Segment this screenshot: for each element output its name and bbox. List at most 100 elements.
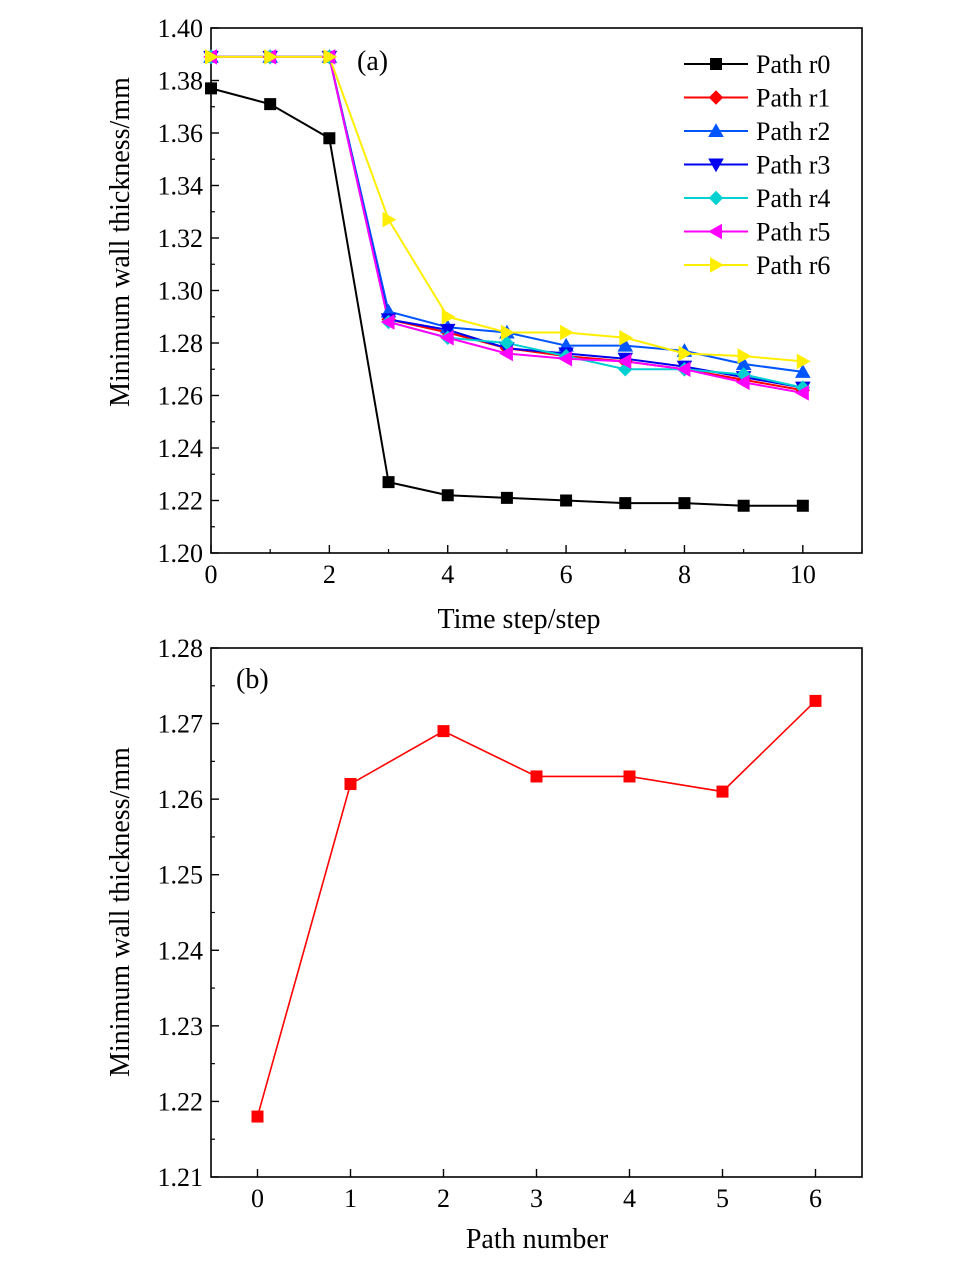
y-tick-label-a: 1.30 <box>158 277 204 306</box>
data-point-a-5 <box>676 361 691 378</box>
y-tick-label-a: 1.22 <box>158 487 204 516</box>
data-point-a-6 <box>441 308 456 325</box>
data-point-a-6 <box>500 324 515 341</box>
legend-a: Path r0 Path r1 Path r2 Path r3 Path r4 Path … <box>684 50 830 280</box>
data-point-a-6 <box>737 348 752 364</box>
data-point-a-0 <box>500 491 513 504</box>
legend-label-0: Path r0 <box>756 50 830 79</box>
y-tick-label-a: 1.38 <box>158 67 204 96</box>
x-tick-label-b: 5 <box>716 1184 729 1213</box>
legend-marker-1 <box>708 90 724 105</box>
x-tick-label-a: 0 <box>205 560 218 589</box>
x-tick-label-a: 6 <box>560 560 573 589</box>
y-tick-label-a: 1.20 <box>158 539 204 568</box>
legend-marker-2 <box>708 123 724 137</box>
x-tick-label-a: 10 <box>790 560 816 589</box>
data-point-a-5 <box>558 350 573 367</box>
chart-panel-a: 1.20 1.22 1.24 1.26 1.28 1.30 1.32 1.34 1.36 1.38… <box>105 14 863 635</box>
data-point-a-6 <box>560 324 574 341</box>
y-tick-label-b: 1.23 <box>158 1012 204 1041</box>
data-point-a-2 <box>735 356 752 370</box>
legend-label-6: Path r6 <box>756 251 830 280</box>
data-point-a-0 <box>205 82 217 95</box>
data-point-a-6 <box>382 211 397 228</box>
y-tick-label-b: 1.27 <box>158 710 204 739</box>
legend-marker-0 <box>710 58 722 70</box>
series-line-a-0 <box>210 87 803 507</box>
data-point-a-0 <box>323 132 336 145</box>
data-point-a-6 <box>323 49 338 65</box>
data-point-a-5 <box>795 385 809 401</box>
data-point-a-2 <box>617 337 634 352</box>
y-tick-label-b: 1.24 <box>158 936 204 965</box>
data-point-a-0 <box>441 489 454 502</box>
panel-label-b: (b) <box>236 664 269 695</box>
x-axis-title-a: Time step/step <box>437 604 600 635</box>
x-tick-label-b: 3 <box>530 1184 543 1213</box>
data-point-a-4 <box>618 362 633 377</box>
legend-label-1: Path r1 <box>756 84 830 113</box>
x-tick-label-a: 8 <box>678 560 691 589</box>
data-point-a-0 <box>382 476 395 489</box>
legend-label-2: Path r2 <box>756 117 830 146</box>
y-tick-label-b: 1.25 <box>158 861 204 890</box>
x-axis-title-b: Path number <box>466 1224 609 1255</box>
data-point-a-6 <box>205 49 219 65</box>
y-axis-title-a: Minimum wall thickness/mm <box>105 77 136 407</box>
data-point-a-4 <box>795 380 811 395</box>
data-point-a-0 <box>796 499 809 512</box>
panel-label-a: (a) <box>357 46 388 77</box>
y-tick-label-a: 1.40 <box>158 14 204 43</box>
data-point-a-2 <box>795 364 811 378</box>
y-tick-label-a: 1.26 <box>158 382 204 411</box>
y-tick-label-a: 1.32 <box>158 224 204 253</box>
data-point-b-0 <box>530 770 543 783</box>
legend-label-3: Path r3 <box>756 151 830 180</box>
y-tick-label-a: 1.24 <box>158 434 204 463</box>
legend-label-5: Path r5 <box>756 218 830 247</box>
plot-area-b: 1.21 1.22 1.23 1.24 1.25 1.26 1.27 1.28 0 1 2 3 4 5 6 <box>158 634 863 1213</box>
y-tick-label-a: 1.34 <box>158 172 204 201</box>
legend-label-4: Path r4 <box>756 184 830 213</box>
data-point-b-0 <box>437 725 450 738</box>
x-tick-label-b: 0 <box>251 1184 264 1213</box>
x-tick-label-b: 1 <box>344 1184 357 1213</box>
data-point-b-0 <box>251 1110 264 1123</box>
series-line-a-2 <box>211 55 803 373</box>
data-point-a-5 <box>439 329 454 346</box>
x-tick-label-b: 4 <box>623 1184 636 1213</box>
y-tick-label-a: 1.36 <box>158 119 204 148</box>
x-tick-label-a: 4 <box>441 560 454 589</box>
legend-marker-3 <box>708 158 724 173</box>
legend-marker-6 <box>710 257 724 273</box>
chart-panel-b: 1.211.221.231.241.251.261.271.280 1 2 3 4 5 6 … <box>105 634 863 1255</box>
x-tick-label-b: 6 <box>809 1184 822 1213</box>
data-point-a-5 <box>735 374 750 391</box>
data-point-a-5 <box>499 345 513 362</box>
x-tick-label-b: 2 <box>437 1184 450 1213</box>
data-point-a-5 <box>380 314 395 330</box>
data-point-b-0 <box>623 770 636 783</box>
data-point-b-0 <box>344 778 357 791</box>
y-tick-label-b: 1.21 <box>158 1163 204 1192</box>
data-point-a-0 <box>678 497 691 510</box>
y-axis-title-b: Minimum wall thickness/mm <box>105 747 136 1077</box>
legend-marker-4 <box>708 190 724 206</box>
data-point-a-5 <box>617 353 632 370</box>
data-point-a-0 <box>619 497 632 510</box>
data-point-a-4 <box>499 335 515 351</box>
y-tick-label-b: 1.28 <box>158 634 204 663</box>
data-point-a-6 <box>796 353 811 370</box>
data-point-a-6 <box>264 49 278 65</box>
data-point-b-0 <box>809 694 822 707</box>
data-point-a-0 <box>560 494 573 507</box>
legend-marker-5 <box>708 223 722 240</box>
y-tick-label-a: 1.28 <box>158 329 204 358</box>
data-point-a-6 <box>678 345 693 362</box>
data-point-b-0 <box>716 785 729 798</box>
series-line-b-0 <box>256 700 817 1117</box>
data-point-a-0 <box>737 499 750 512</box>
data-point-a-0 <box>264 98 277 111</box>
y-tick-label-b: 1.22 <box>158 1087 204 1116</box>
